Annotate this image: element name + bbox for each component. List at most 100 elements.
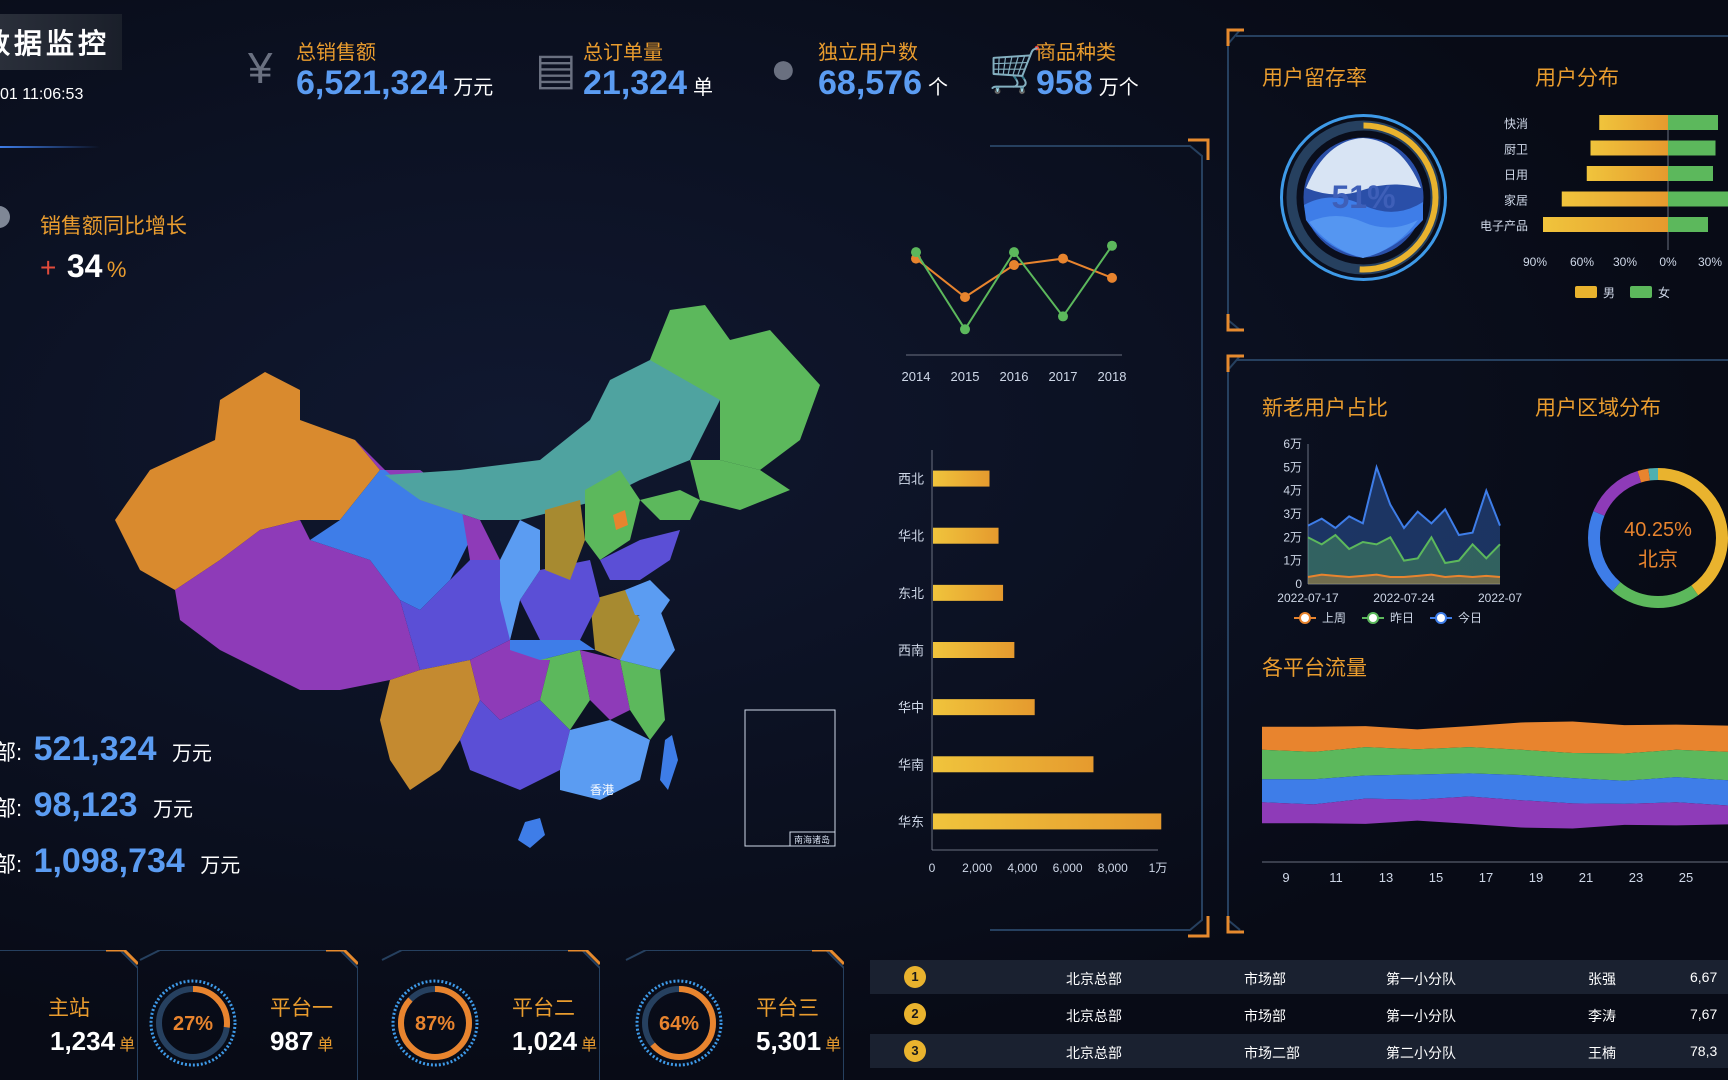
- map-region-shanxi[interactable]: [545, 500, 585, 580]
- frame-line: [139, 950, 358, 1080]
- platform-frame: [625, 950, 844, 1080]
- growth-value-row: + 34 %: [40, 248, 126, 285]
- gauge-ring: [149, 979, 237, 1067]
- category-label: 厨卫: [1504, 143, 1528, 157]
- map-region-hebei[interactable]: [585, 470, 640, 560]
- y-tick-label: 6万: [1283, 437, 1302, 451]
- cell-dept: 市场部: [1244, 1008, 1286, 1024]
- newold-title: 新老用户占比: [1262, 397, 1388, 420]
- x-tick-label: 2022-07-24: [1373, 591, 1435, 605]
- map-region-beijing[interactable]: [613, 510, 628, 530]
- growth-unit: %: [106, 257, 127, 282]
- table-row[interactable]: 3 北京总部 市场二部 第二小分队 王楠 78,3: [870, 1034, 1728, 1068]
- series-line: [1307, 533, 1501, 565]
- map-region-jilin[interactable]: [690, 460, 790, 510]
- map-region-guizhou[interactable]: [470, 640, 550, 720]
- datetime: 01 11:06:53: [0, 86, 84, 103]
- map-region-inner-mongolia[interactable]: [385, 320, 730, 520]
- frame-corner: [568, 950, 600, 966]
- page-title: 数据监控: [0, 28, 111, 59]
- series-line: [1307, 573, 1501, 579]
- planet-icon: [0, 206, 10, 228]
- user-area-chart: 0 1万 2万 3万 4万 5万 6万 2022-07-17 2022-07-24 2022-07…: [1277, 437, 1522, 625]
- growth-sign: +: [40, 252, 57, 283]
- x-tick-label: 30%: [1613, 255, 1637, 269]
- map-region-tibet[interactable]: [175, 520, 420, 690]
- map-region-shandong[interactable]: [600, 530, 680, 580]
- category-label: 西北: [898, 472, 924, 487]
- region-sales-1: 部: 521,324 万元: [0, 730, 212, 769]
- legend-swatch: [1630, 286, 1652, 298]
- map-region-henan[interactable]: [520, 560, 600, 640]
- kpi-unit: 万元: [453, 77, 494, 99]
- map-region-hainan[interactable]: [518, 818, 545, 848]
- platform-traffic-chart: 9 11 13 15 17 19 21 23 25: [1262, 721, 1728, 885]
- map-region-guangdong[interactable]: [560, 720, 650, 800]
- traffic-title: 各平台流量: [1262, 657, 1367, 680]
- map-region-taiwan[interactable]: [660, 735, 678, 790]
- platform-card[interactable]: 27% 平台一 987 单: [130, 950, 358, 1080]
- bar: [933, 527, 999, 544]
- map-region-shaanxi[interactable]: [500, 520, 540, 640]
- map-region-xinjiang[interactable]: [115, 372, 380, 590]
- table-row[interactable]: 2 北京总部 市场部 第一小分队 李涛 7,67: [870, 997, 1728, 1031]
- map-region-guangxi[interactable]: [460, 700, 570, 790]
- platform-frame: [139, 950, 358, 1080]
- platform-unit: 单: [119, 1037, 136, 1054]
- data-point: [960, 292, 970, 303]
- region-label: 部:: [0, 796, 23, 821]
- stream-layer: [1262, 747, 1728, 781]
- bar-male: [1599, 115, 1668, 130]
- china-map[interactable]: 南海诸岛 香港: [100, 290, 840, 860]
- platform-unit: 单: [825, 1037, 842, 1054]
- kpi-value-row: 958 万个: [1036, 64, 1139, 103]
- x-tick-label: 4,000: [1007, 861, 1037, 875]
- map-region-anhui[interactable]: [590, 590, 640, 660]
- map-region-hubei[interactable]: [510, 640, 595, 660]
- legend-label: 昨日: [1390, 611, 1414, 625]
- x-tick-label: 0%: [1659, 255, 1677, 269]
- map-region-jiangxi[interactable]: [580, 650, 630, 720]
- bar: [933, 699, 1035, 716]
- bar: [933, 756, 1094, 773]
- kpi-value-row: 6,521,324 万元: [296, 64, 493, 103]
- map-region-fujian[interactable]: [620, 660, 665, 740]
- platform-card[interactable]: 64% 平台三 5,301 单: [616, 950, 844, 1080]
- cell-amount: 6,67: [1690, 969, 1718, 985]
- kpi-value: 958: [1036, 64, 1093, 102]
- south-sea-label: 南海诸岛: [794, 834, 830, 845]
- map-region-yunnan[interactable]: [380, 660, 480, 790]
- x-tick-label: 19: [1529, 870, 1543, 885]
- category-label: 东北: [898, 586, 924, 601]
- cell-amount: 7,67: [1690, 1006, 1718, 1022]
- distribution-title: 用户分布: [1535, 67, 1619, 90]
- platform-value-row: 1,024 单: [512, 1026, 597, 1057]
- x-tick-label: 21: [1579, 870, 1593, 885]
- map-region-jiangsu[interactable]: [625, 580, 670, 615]
- region-unit: 万元: [171, 743, 212, 765]
- platform-card[interactable]: 87% 平台二 1,024 单: [372, 950, 600, 1080]
- map-region-qinghai[interactable]: [310, 470, 470, 610]
- cell-name: 王楠: [1588, 1045, 1616, 1061]
- cell-name: 张强: [1588, 971, 1616, 987]
- category-label: 西南: [898, 643, 924, 658]
- category-label: 家居: [1504, 193, 1528, 208]
- x-tick-label: 23: [1629, 870, 1643, 885]
- map-region-heilongjiang[interactable]: [650, 305, 820, 470]
- x-tick-label: 2022-07-17: [1277, 591, 1339, 605]
- platform-label: 平台二: [512, 997, 575, 1020]
- bar: [933, 813, 1162, 830]
- bar: [933, 642, 1015, 658]
- map-region-liaoning[interactable]: [640, 490, 700, 520]
- map-region-sichuan[interactable]: [400, 560, 520, 670]
- cell-hq: 北京总部: [1066, 971, 1122, 987]
- table-row[interactable]: 1 北京总部 市场部 第一小分队 张强 6,67: [870, 960, 1728, 994]
- cell-team: 第一小分队: [1386, 1008, 1456, 1024]
- platform-card[interactable]: 主站 1,234 单: [0, 950, 138, 1080]
- region-dist-title: 用户区域分布: [1535, 397, 1661, 420]
- map-region-hunan[interactable]: [540, 650, 590, 730]
- platform-frame: [381, 950, 600, 1080]
- x-tick-label: 25: [1679, 870, 1693, 885]
- hongkong-label: 香港: [590, 783, 614, 797]
- category-label: 华中: [898, 700, 924, 715]
